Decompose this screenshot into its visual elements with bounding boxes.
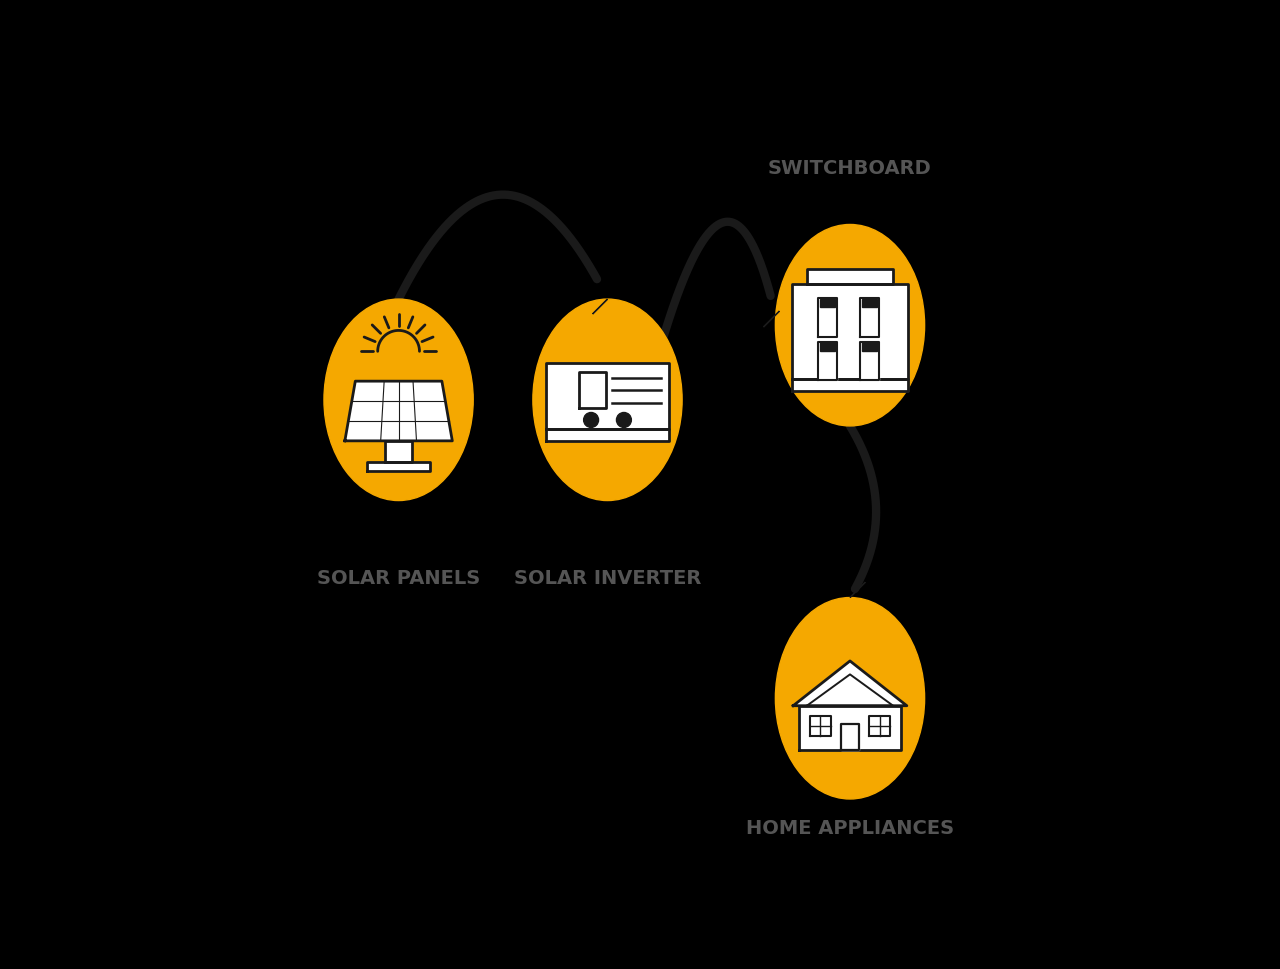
Text: HOME APPLIANCES: HOME APPLIANCES (746, 820, 954, 838)
Polygon shape (818, 342, 837, 381)
Text: SWITCHBOARD: SWITCHBOARD (768, 159, 932, 178)
Polygon shape (869, 716, 891, 735)
Ellipse shape (776, 598, 924, 799)
Polygon shape (820, 299, 835, 307)
Polygon shape (860, 342, 879, 381)
Polygon shape (344, 381, 452, 441)
Polygon shape (861, 342, 877, 351)
Polygon shape (841, 724, 859, 750)
Text: SOLAR INVERTER: SOLAR INVERTER (513, 570, 701, 588)
Circle shape (617, 413, 631, 427)
Polygon shape (579, 372, 605, 408)
Polygon shape (547, 429, 668, 441)
Polygon shape (850, 582, 865, 598)
Polygon shape (810, 716, 831, 735)
Polygon shape (547, 363, 668, 429)
Polygon shape (799, 705, 901, 750)
Polygon shape (593, 299, 608, 314)
Text: SOLAR PANELS: SOLAR PANELS (317, 570, 480, 588)
Polygon shape (820, 342, 835, 351)
Polygon shape (794, 661, 906, 705)
Ellipse shape (776, 225, 924, 426)
Polygon shape (792, 284, 909, 379)
Polygon shape (818, 298, 837, 337)
Circle shape (584, 413, 599, 427)
Ellipse shape (324, 299, 474, 501)
Polygon shape (860, 298, 879, 337)
Polygon shape (763, 311, 780, 327)
Polygon shape (367, 462, 430, 471)
Polygon shape (792, 379, 909, 391)
Polygon shape (385, 441, 412, 462)
Polygon shape (806, 269, 893, 284)
Ellipse shape (532, 299, 682, 501)
Polygon shape (861, 299, 877, 307)
